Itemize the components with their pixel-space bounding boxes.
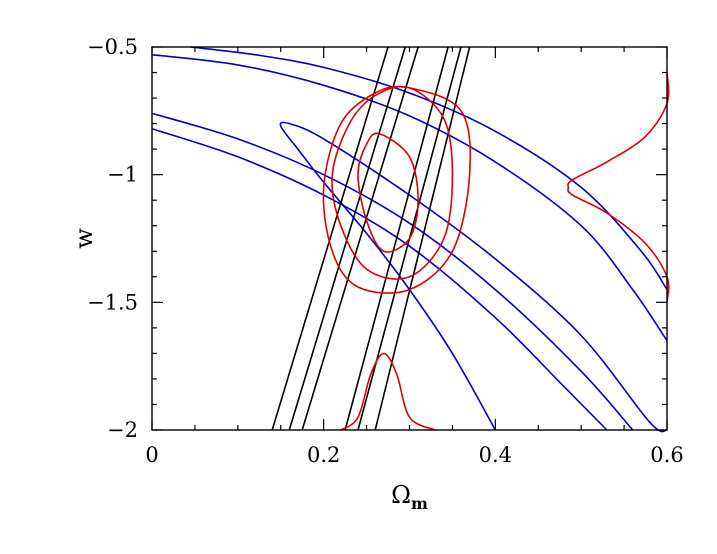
contour-curve-0: [151, 53, 668, 342]
contour-curve-15: [567, 72, 670, 303]
contour-curve-11: [357, 132, 419, 253]
contour-curve-8: [344, 46, 449, 431]
x-axis-title: Ωm: [391, 481, 428, 513]
contour-curves: [151, 46, 670, 433]
contour-curve-1: [190, 46, 668, 291]
x-tick-label: 0.2: [307, 443, 340, 467]
contour-curve-6: [288, 46, 406, 431]
axis-ticks: [151, 46, 668, 431]
y-tick-label: −1.5: [87, 290, 138, 314]
y-axis-title: w: [70, 228, 98, 249]
y-tick-label: −0.5: [87, 35, 138, 59]
y-tick-labels: −2 −1.5 −1 −0.5: [87, 35, 138, 442]
x-tick-label: 0.4: [479, 443, 512, 467]
contour-curve-5: [271, 46, 389, 431]
contour-curve-2: [151, 127, 608, 431]
y-tick-label: −1: [107, 163, 138, 187]
contour-curve-3: [151, 112, 634, 431]
x-axis-title-subscript: m: [411, 494, 428, 513]
y-tick-label: −2: [107, 418, 138, 442]
contour-curve-7: [301, 46, 419, 431]
x-tick-labels: 0 0.2 0.4 0.6: [145, 443, 683, 467]
contour-curve-13: [322, 85, 472, 294]
contour-curve-10: [374, 46, 471, 431]
x-tick-label: 0: [145, 443, 158, 467]
contour-curve-14: [340, 352, 436, 431]
contour-curve-4: [279, 121, 668, 433]
x-axis-title-main: Ω: [391, 481, 411, 509]
contour-curve-12: [331, 85, 454, 280]
x-tick-label: 0.6: [650, 443, 683, 467]
